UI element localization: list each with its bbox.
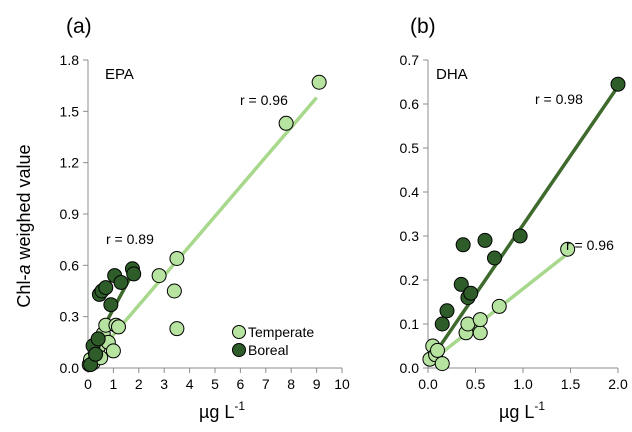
point-temperate-a (169, 321, 185, 337)
point-temperate-b (434, 356, 450, 372)
x-tick-label-a: 3 (160, 376, 168, 392)
point-temperate-b (472, 312, 488, 328)
y-tick-label-b: 0.4 (400, 184, 420, 200)
x-tick-label-b: 0.5 (466, 376, 486, 392)
x-axis-title-a: µg L-1 (199, 399, 245, 422)
point-temperate-a (169, 250, 185, 266)
r-label-temperate-b: r = 0.96 (566, 237, 614, 253)
y-tick-label-a: 1.2 (60, 155, 80, 171)
y-tick-label-a: 0.0 (60, 360, 80, 376)
x-tick-label-a: 7 (262, 376, 270, 392)
r-label-temperate-a: r = 0.96 (240, 92, 288, 108)
r-label-boreal-b: r = 0.98 (535, 91, 583, 107)
x-tick-label-b: 2.0 (608, 376, 628, 392)
r-label-boreal-a: r = 0.89 (106, 231, 154, 247)
x-tick-label-a: 1 (110, 376, 118, 392)
point-boreal-a (98, 280, 114, 296)
point-temperate-a (110, 319, 126, 335)
point-boreal-b (487, 250, 502, 266)
point-boreal-b (463, 285, 479, 301)
fit-line-boreal-b (426, 85, 620, 365)
y-tick-label-b: 0.0 (400, 360, 420, 376)
y-tick-label-a: 1.5 (60, 103, 80, 119)
point-boreal-a (103, 297, 119, 313)
legend-label-boreal: Boreal (248, 342, 288, 358)
fit-line-temperate-a (86, 96, 318, 366)
x-axis-title-b: µg L-1 (499, 399, 545, 422)
point-boreal-b (610, 76, 626, 92)
point-temperate-a (278, 115, 294, 131)
x-tick-label-b: 1.5 (561, 376, 581, 392)
x-tick-label-b: 0.0 (418, 376, 438, 392)
y-tick-label-b: 0.2 (400, 272, 420, 288)
point-boreal-b (477, 232, 493, 248)
x-tick-label-a: 9 (313, 376, 321, 392)
legend-marker-boreal (232, 343, 246, 357)
y-tick-label-b: 0.7 (400, 52, 420, 68)
x-tick-label-b: 1.0 (513, 376, 533, 392)
legend-marker-temperate (232, 325, 246, 339)
point-temperate-b (472, 325, 488, 341)
x-tick-label-a: 2 (135, 376, 143, 392)
point-boreal-a (126, 266, 142, 282)
panel-b-label: (b) (410, 15, 436, 38)
plot-area-epa: 0.0 0.3 0.6 0.9 1.2 1.5 1.8 0 1 2 3 4 5 6 7 8 9 10 r = 0.9… (60, 52, 350, 392)
point-temperate-a (166, 283, 182, 299)
point-temperate-b (560, 241, 576, 257)
x-tick-label-a: 4 (186, 376, 194, 392)
y-tick-label-a: 0.6 (60, 257, 80, 273)
point-boreal-b (434, 316, 450, 332)
x-tick-label-a: 8 (287, 376, 295, 392)
point-temperate-a (105, 343, 121, 359)
x-tick-label-a: 6 (237, 376, 245, 392)
point-temperate-a (151, 268, 167, 284)
x-tick-label-a: 0 (84, 376, 92, 392)
point-boreal-a (90, 331, 106, 347)
point-boreal-b (439, 303, 455, 319)
y-tick-label-b: 0.3 (400, 228, 420, 244)
y-tick-label-b: 0.1 (400, 316, 420, 332)
x-tick-label-a: 10 (334, 376, 350, 392)
point-boreal-b (453, 276, 469, 292)
x-tick-label-a: 5 (211, 376, 219, 392)
point-boreal-b (455, 237, 471, 253)
point-boreal-a (113, 274, 129, 290)
panel-a-label: (a) (66, 15, 92, 38)
y-axis-title: Chl-a weighed value (14, 144, 34, 307)
y-tick-label-a: 0.9 (60, 206, 80, 222)
point-temperate-a (311, 74, 327, 90)
plot-area-dha: 0.0 0.1 0.2 0.3 0.4 0.5 0.6 0.7 0.0 0.5 1.0 1.5 2.0 r… (400, 52, 628, 392)
panel-b-annotation: DHA (436, 66, 468, 83)
y-tick-label-a: 0.3 (60, 309, 80, 325)
point-temperate-b (430, 342, 445, 358)
point-boreal-a (88, 346, 104, 362)
point-temperate-b (491, 298, 507, 314)
y-tick-label-a: 1.8 (60, 52, 80, 68)
y-tick-label-b: 0.5 (400, 140, 420, 156)
point-boreal-b (512, 228, 528, 244)
y-tick-label-b: 0.6 (400, 96, 420, 112)
legend-label-temperate: Temperate (248, 324, 314, 340)
panel-a-annotation: EPA (105, 66, 134, 83)
